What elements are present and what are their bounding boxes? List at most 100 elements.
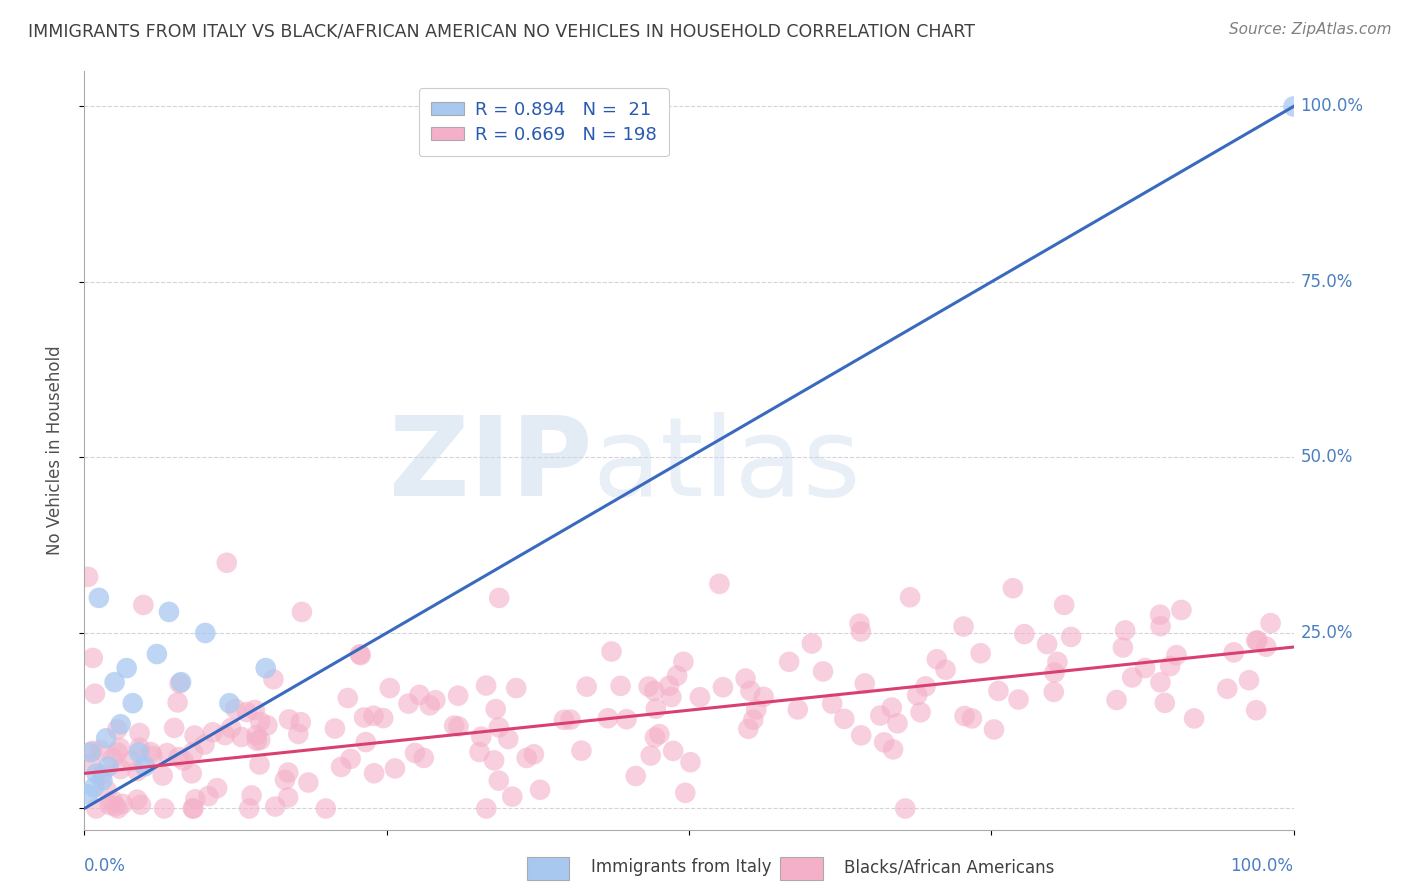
Point (224, 702, 246, 716)
Point (169, 676, 191, 690)
Point (181, 745, 204, 759)
Point (505, 681, 527, 695)
Point (849, 624, 872, 639)
Text: 25.0%: 25.0% (1301, 624, 1353, 642)
Point (101, 751, 124, 765)
Point (245, 728, 267, 742)
Point (624, 769, 647, 783)
Point (336, 691, 359, 706)
Point (821, 697, 844, 711)
Point (983, 723, 1005, 737)
Point (960, 711, 983, 725)
Point (94, 731, 117, 746)
Point (596, 711, 619, 725)
Legend: R = 0.894   N =  21, R = 0.669   N = 198: R = 0.894 N = 21, R = 0.669 N = 198 (419, 88, 669, 156)
Point (218, 696, 240, 710)
Point (1112, 640, 1135, 655)
Point (740, 683, 762, 698)
Point (849, 728, 872, 742)
Point (297, 775, 319, 789)
Point (97, 759, 120, 773)
Point (501, 789, 523, 804)
Point (353, 710, 375, 724)
Point (91, 773, 114, 788)
Point (274, 772, 297, 787)
Point (277, 790, 299, 805)
Point (898, 591, 921, 605)
Point (1182, 711, 1205, 725)
Point (468, 745, 491, 759)
Point (128, 745, 150, 759)
Point (1153, 696, 1175, 710)
Point (291, 605, 314, 619)
Point (447, 689, 470, 703)
Point (254, 661, 277, 675)
Point (1223, 645, 1246, 659)
Point (848, 616, 870, 631)
Point (82, 651, 104, 665)
Point (378, 681, 401, 695)
Point (246, 733, 269, 747)
Point (709, 577, 731, 591)
Point (925, 652, 948, 666)
Point (87, 591, 110, 605)
Point (711, 680, 734, 694)
Point (96, 783, 118, 797)
Text: ZIP: ZIP (389, 412, 592, 519)
Point (181, 801, 204, 815)
Point (1060, 630, 1083, 644)
Point (523, 747, 546, 762)
Point (77, 788, 100, 802)
Point (800, 636, 823, 650)
Point (82, 744, 104, 758)
Point (778, 655, 800, 669)
Point (643, 683, 665, 698)
Point (553, 713, 575, 727)
Point (1001, 581, 1024, 595)
Point (197, 789, 219, 803)
Point (339, 752, 361, 766)
Point (575, 680, 598, 694)
Point (156, 746, 179, 760)
Point (987, 684, 1010, 698)
Point (516, 751, 538, 765)
Point (193, 738, 215, 752)
Point (644, 731, 666, 745)
Point (107, 801, 129, 815)
Point (745, 702, 768, 716)
Point (600, 644, 623, 658)
Point (529, 782, 551, 797)
Point (235, 705, 257, 719)
Point (443, 718, 465, 732)
Point (1014, 627, 1036, 641)
Point (1149, 675, 1171, 690)
Point (882, 742, 904, 756)
Point (173, 754, 195, 768)
Point (205, 781, 228, 796)
Point (107, 746, 129, 760)
Point (84, 801, 107, 815)
Point (482, 753, 505, 767)
Point (180, 766, 202, 780)
Point (363, 708, 385, 723)
Point (1046, 655, 1069, 669)
Point (120, 754, 142, 768)
Point (786, 702, 808, 716)
Point (752, 690, 775, 704)
Point (1042, 685, 1064, 699)
Text: 100.0%: 100.0% (1301, 97, 1364, 115)
Text: Source: ZipAtlas.com: Source: ZipAtlas.com (1229, 22, 1392, 37)
Point (1043, 665, 1066, 680)
Point (935, 663, 957, 677)
Point (350, 648, 373, 662)
Point (201, 725, 224, 739)
Point (734, 672, 756, 686)
Point (1114, 624, 1136, 638)
Point (166, 695, 188, 709)
Point (384, 761, 406, 775)
Point (153, 801, 176, 815)
Point (363, 766, 385, 780)
Point (853, 676, 876, 690)
Point (86, 766, 108, 780)
Point (905, 688, 928, 702)
